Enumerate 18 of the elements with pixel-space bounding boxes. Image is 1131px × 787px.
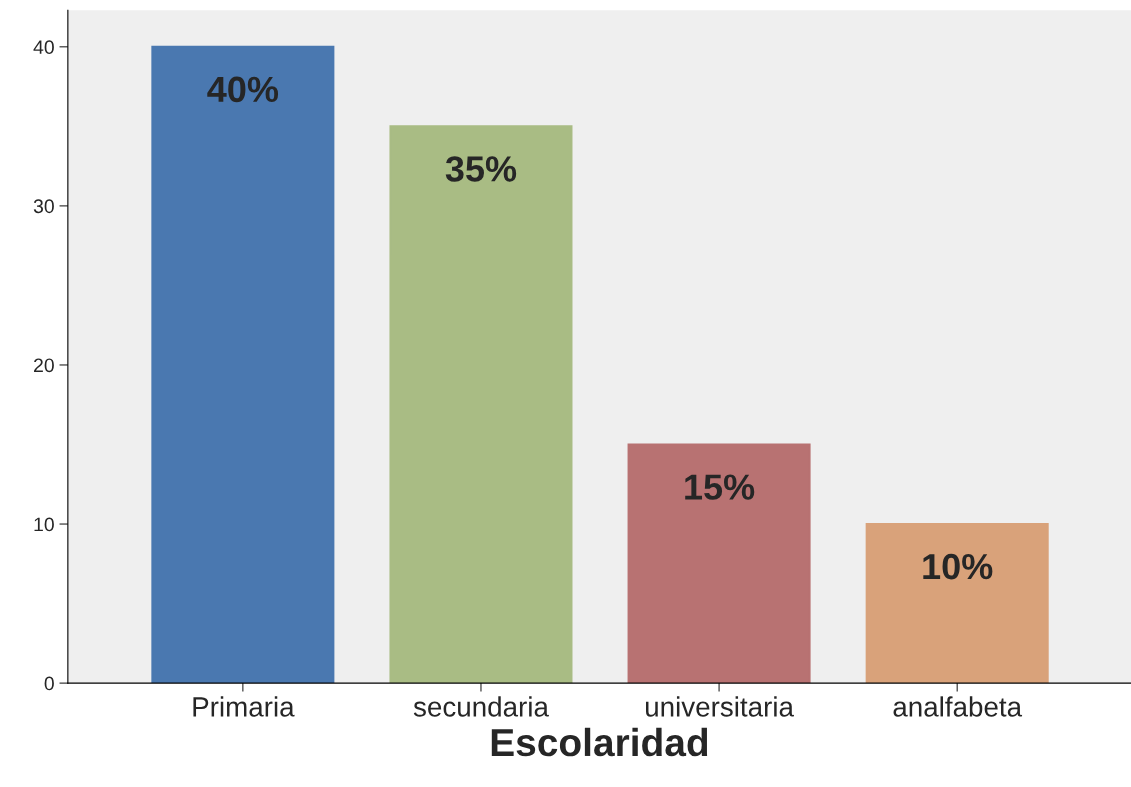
data-label: 15%: [685, 474, 755, 500]
x-tick-label: universitaria: [646, 696, 794, 717]
bar: [627, 443, 811, 684]
x-axis-title: Escolaridad: [491, 727, 708, 757]
data-label: 35%: [445, 156, 517, 182]
bar: [389, 125, 573, 684]
bar: [151, 45, 335, 684]
y-tick-label: 0: [44, 676, 54, 691]
y-tick-label: 20: [34, 358, 54, 373]
x-tick-label: Primaria: [193, 696, 295, 717]
x-tick-label: analfabeta: [893, 696, 1023, 717]
data-label: 10%: [923, 553, 993, 580]
data-label: 40%: [207, 76, 279, 103]
bar: [865, 523, 1049, 684]
y-tick-label: 30: [33, 199, 54, 214]
y-tick-label: 40: [33, 40, 54, 55]
y-tick-label: 10: [34, 517, 54, 532]
x-tick-label: secundaria: [413, 696, 549, 717]
